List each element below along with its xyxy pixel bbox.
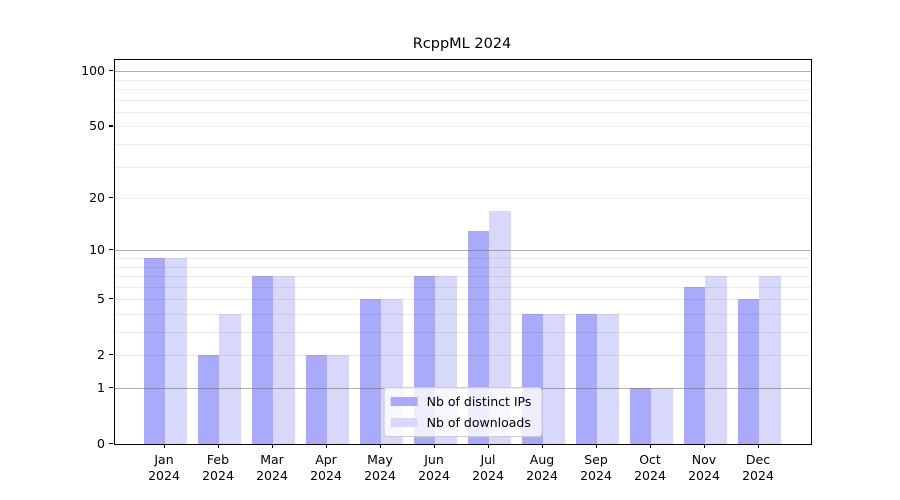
x-tick-label: Sep 2024 (580, 452, 612, 483)
x-tick-label: Jan 2024 (148, 452, 180, 483)
bar-distinct-ips (197, 355, 219, 444)
bar-downloads (165, 258, 187, 444)
x-tick-mark (488, 444, 490, 448)
y-tick-mark (109, 125, 113, 127)
y-tick-label: 10 (89, 241, 105, 257)
x-tick-label: Mar 2024 (256, 452, 288, 483)
x-tick-mark (326, 444, 328, 448)
legend-swatch (390, 397, 418, 406)
y-tick-label: 50 (89, 117, 105, 133)
x-tick-label: Dec 2024 (742, 452, 774, 483)
bar-downloads (273, 276, 295, 444)
bar-downloads (543, 314, 565, 444)
x-tick-mark (218, 444, 220, 448)
x-tick-mark (596, 444, 598, 448)
bar-downloads (327, 355, 349, 444)
x-tick-label: Nov 2024 (688, 452, 720, 483)
bar-distinct-ips (305, 355, 327, 444)
y-tick-mark (109, 70, 113, 72)
bar-downloads (219, 314, 241, 444)
legend-row: Nb of downloads (390, 414, 532, 431)
bar-distinct-ips (143, 258, 165, 444)
y-tick-label: 1 (97, 379, 105, 395)
bar-downloads (759, 276, 781, 444)
chart-title: RcppML 2024 (412, 36, 512, 52)
legend-swatch (390, 418, 418, 427)
x-tick-mark (704, 444, 706, 448)
y-tick-label: 0 (97, 435, 105, 451)
y-tick-mark (109, 249, 113, 251)
x-tick-mark (380, 444, 382, 448)
y-tick-mark (109, 387, 113, 389)
x-tick-mark (434, 444, 436, 448)
bar-distinct-ips (359, 299, 381, 444)
x-tick-mark (758, 444, 760, 448)
bar-downloads (489, 210, 511, 444)
legend-row: Nb of distinct IPs (390, 393, 532, 410)
bar-distinct-ips (629, 388, 651, 444)
bar-distinct-ips (575, 314, 597, 444)
bar-downloads (705, 276, 727, 444)
x-tick-mark (650, 444, 652, 448)
bar-distinct-ips (737, 299, 759, 444)
x-tick-label: Jun 2024 (418, 452, 450, 483)
x-tick-label: May 2024 (364, 452, 396, 483)
x-tick-mark (272, 444, 274, 448)
y-tick-mark (109, 298, 113, 300)
x-tick-label: Jul 2024 (472, 452, 504, 483)
y-tick-mark (109, 354, 113, 356)
legend-label: Nb of downloads (426, 415, 531, 430)
x-tick-label: Apr 2024 (310, 452, 342, 483)
bar-downloads (597, 314, 619, 444)
x-tick-mark (542, 444, 544, 448)
x-tick-label: Oct 2024 (634, 452, 666, 483)
legend-label: Nb of distinct IPs (426, 394, 532, 409)
plot-area: Nb of distinct IPs Nb of downloads (114, 59, 812, 445)
x-tick-label: Feb 2024 (202, 452, 234, 483)
bar-downloads (651, 388, 673, 444)
legend: Nb of distinct IPs Nb of downloads (383, 387, 543, 437)
y-tick-label: 5 (97, 290, 105, 306)
y-tick-label: 100 (81, 62, 105, 78)
y-tick-label: 20 (89, 189, 105, 205)
bar-distinct-ips (251, 276, 273, 444)
y-tick-label: 2 (97, 346, 105, 362)
x-tick-label: Aug 2024 (526, 452, 558, 483)
x-tick-mark (164, 444, 166, 448)
y-tick-mark (109, 197, 113, 199)
y-tick-mark (109, 443, 113, 445)
bar-distinct-ips (683, 286, 705, 444)
